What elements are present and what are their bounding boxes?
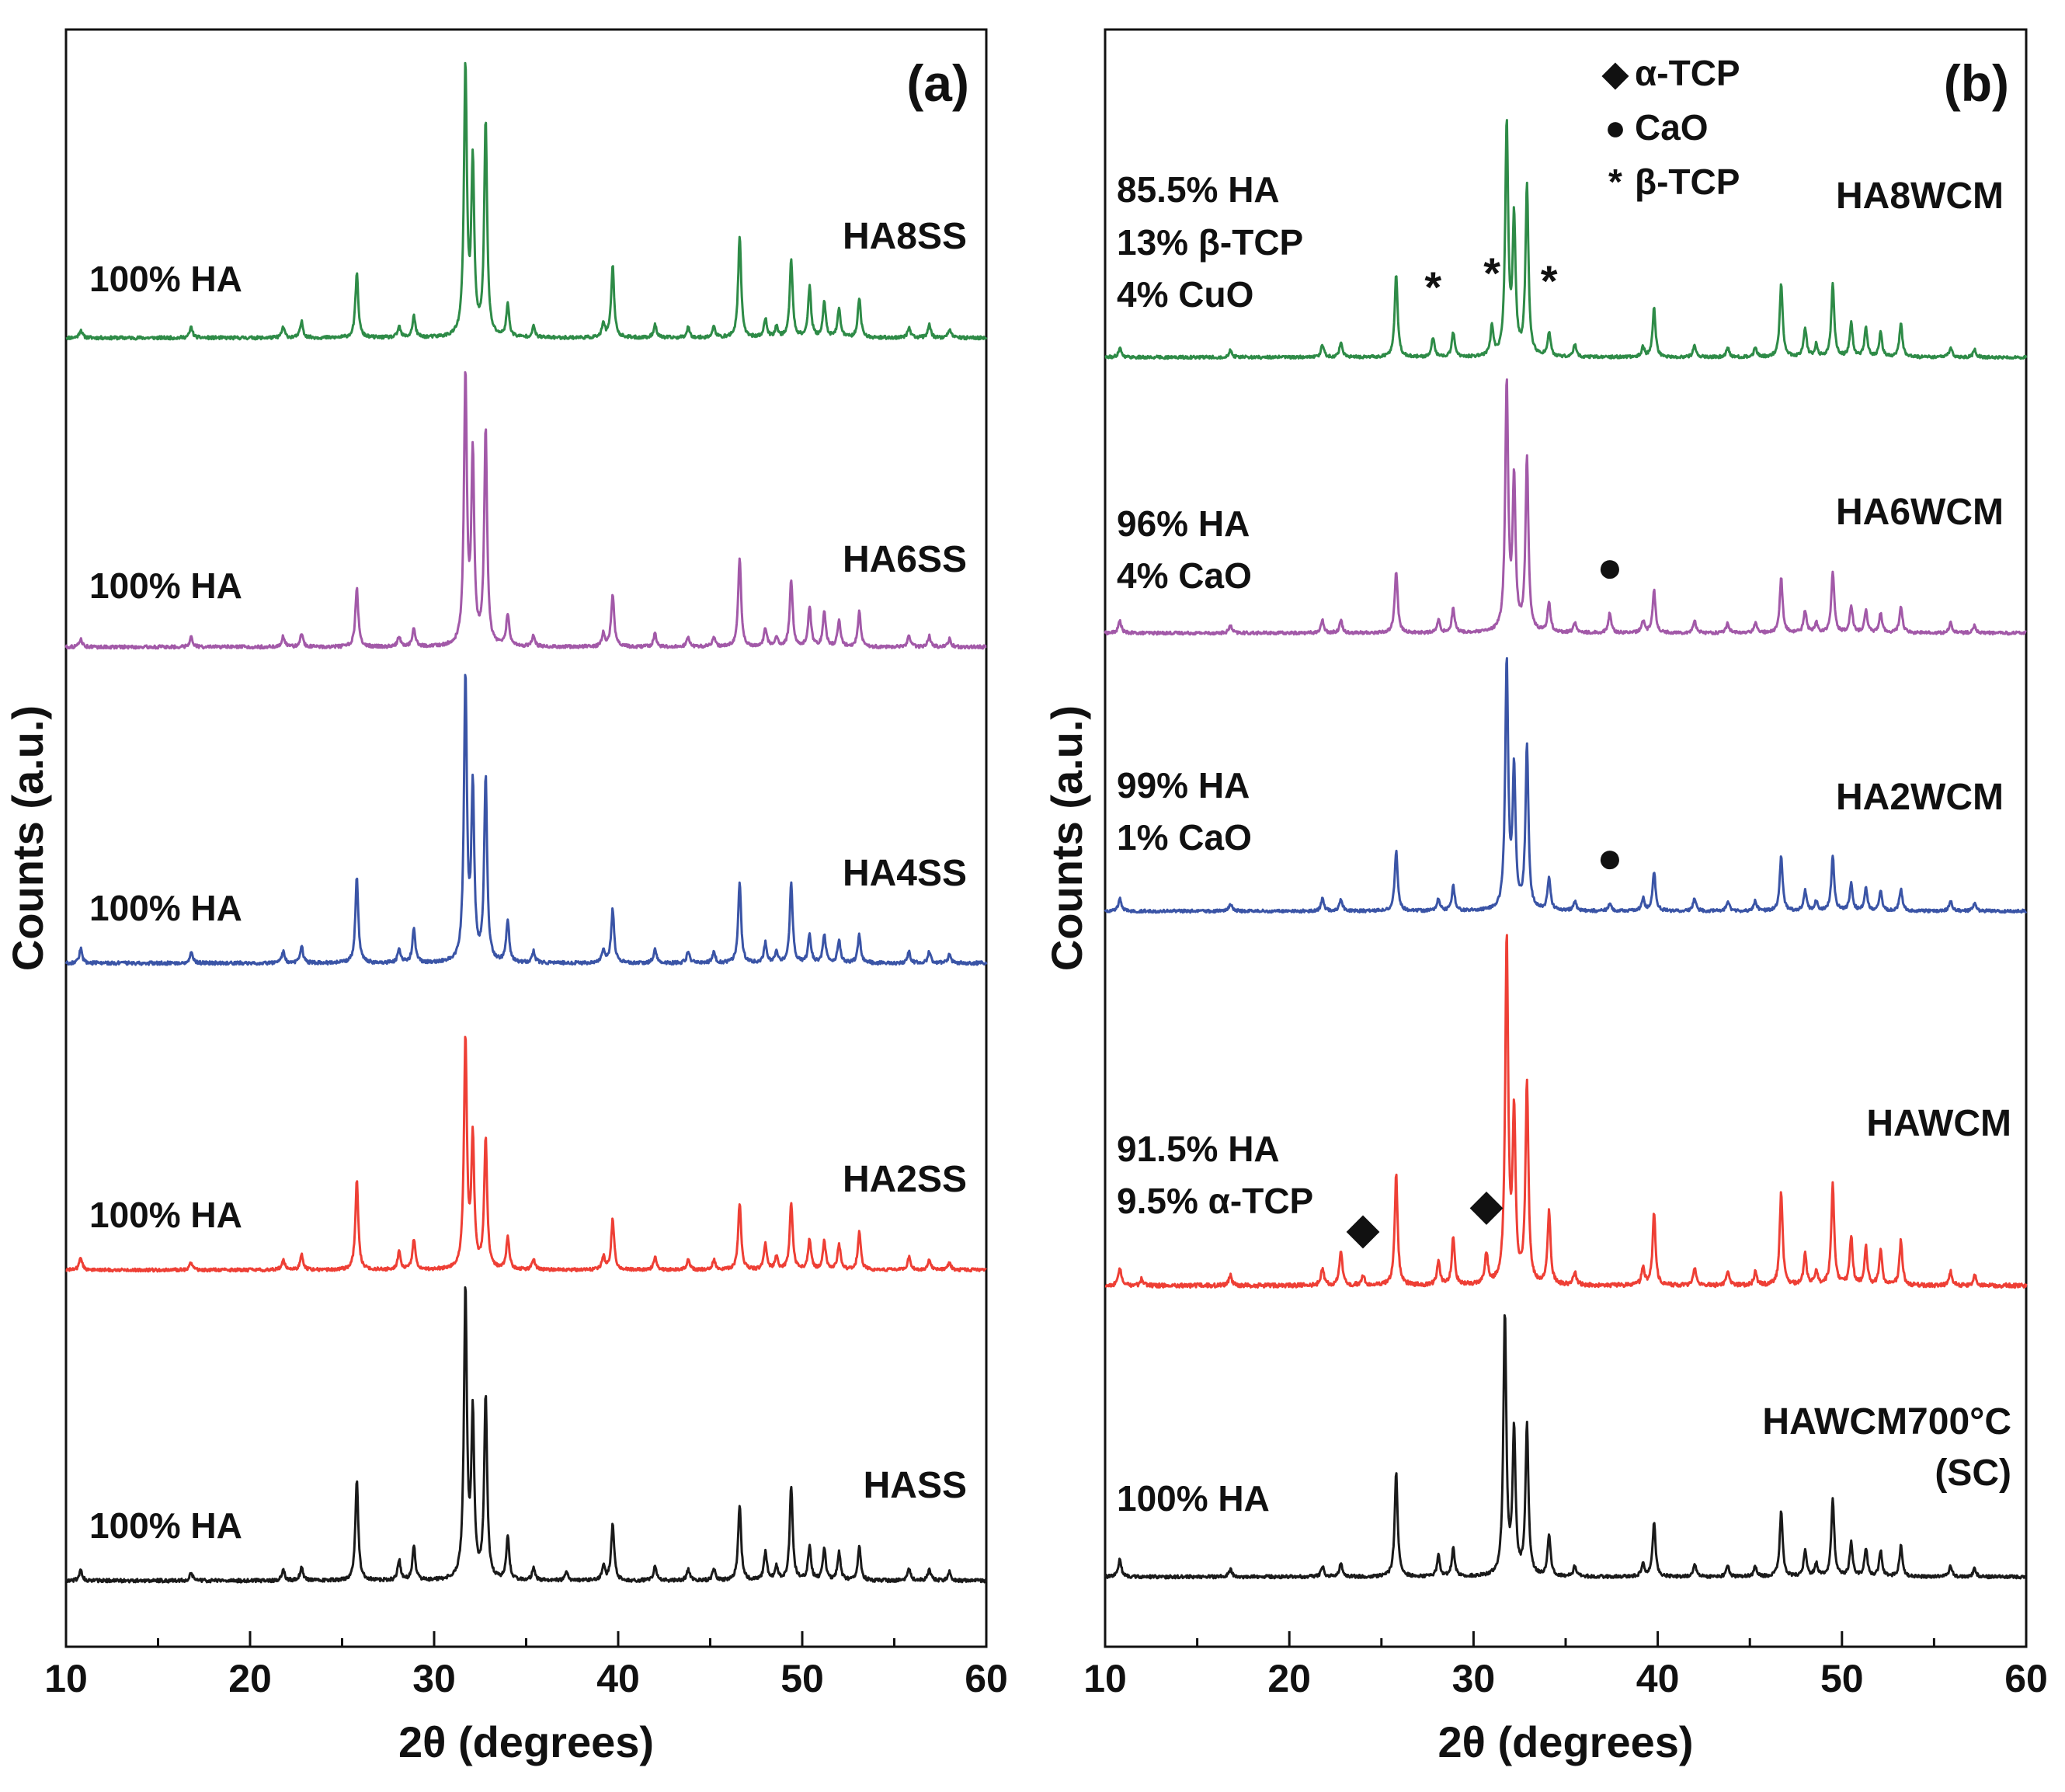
panel-b-series-name-hawcm: HAWCM: [1866, 1103, 2011, 1144]
panel-a-x-tick-label-20: 20: [228, 1657, 272, 1700]
panel-b-label: (b): [1944, 54, 2009, 112]
panel-b-x-axis-title: 2θ (degrees): [1438, 1717, 1693, 1766]
panel-a-series-name-ha4ss: HA4SS: [843, 853, 967, 894]
panel-b-y-axis-title: Counts (a.u.): [1042, 705, 1091, 971]
panel-b-series-name-hawcm700-c-sc: HAWCM700°C: [1762, 1401, 2011, 1442]
panel-a-series-name-ha6ss: HA6SS: [843, 539, 967, 580]
panel-b-legend-label-cao: CaO: [1635, 107, 1709, 148]
panel-b-series-name-ha2wcm: HA2WCM: [1836, 777, 2004, 818]
panel-a-series-name-ha2ss: HA2SS: [843, 1159, 967, 1200]
panel-b-legend-diamond-icon: ◆: [1601, 53, 1629, 93]
panel-a-x-axis-title: 2θ (degrees): [398, 1717, 654, 1766]
panel-b-legend-asterisk-icon: *: [1608, 162, 1622, 202]
panel-b-x-tick-label-10: 10: [1083, 1657, 1127, 1700]
panel-a-composition-hass: 100% HA: [89, 1505, 242, 1546]
panel-a-composition-ha8ss: 100% HA: [89, 259, 242, 299]
panel-b-phase-marker-ha8wcm-31: *: [1483, 249, 1500, 298]
panel-a-composition-ha4ss: 100% HA: [89, 888, 242, 928]
panel-a-composition-ha2ss: 100% HA: [89, 1195, 242, 1235]
panel-b-legend-circle-icon: ●: [1604, 107, 1626, 148]
panel-b-trace-hawcm: [1104, 934, 2028, 1289]
panel-b-x-tick-label-60: 60: [2004, 1657, 2048, 1700]
panel-b-x-tick-label-20: 20: [1267, 1657, 1311, 1700]
panel-b-x-tick-label-30: 30: [1452, 1657, 1496, 1700]
panel-b-phase-marker-ha6wcm-37-4: ●: [1597, 542, 1623, 591]
panel-b-phase-marker-ha2wcm-37-4: ●: [1597, 833, 1623, 882]
panel-b-series-name-ha8wcm: HA8WCM: [1836, 176, 2004, 217]
panel-b-x-tick-label-50: 50: [1820, 1657, 1864, 1700]
panel-b-trace-ha2wcm: [1104, 657, 2028, 914]
panel-a-x-tick-label-60: 60: [965, 1657, 1008, 1700]
panel-a-x-tick-label-40: 40: [596, 1657, 640, 1700]
panel-b-composition-ha8wcm-2: 4% CuO: [1117, 274, 1253, 315]
panel-b-series-name-ha6wcm: HA6WCM: [1836, 492, 2004, 533]
panel-b-composition-hawcm-1: 9.5% α-TCP: [1117, 1181, 1313, 1221]
panel-b-legend-label-tcp: β-TCP: [1635, 162, 1740, 202]
panel-b-trace-hawcm700-c-sc: [1104, 1314, 2027, 1580]
panel-a-trace-hass: [64, 1286, 988, 1584]
panel-b-trace-ha6wcm: [1104, 378, 2027, 636]
panel-a-x-tick-label-30: 30: [412, 1657, 456, 1700]
panel-b-composition-ha6wcm-0: 96% HA: [1117, 503, 1250, 544]
panel-b-composition-ha8wcm-1: 13% β-TCP: [1117, 222, 1303, 263]
panel-b-series-name-hawcm700-c-sc-line2: (SC): [1935, 1453, 2011, 1494]
panel-b-composition-ha2wcm-0: 99% HA: [1117, 765, 1250, 806]
panel-a-x-tick-label-10: 10: [44, 1657, 88, 1700]
panel-b-x-tick-label-40: 40: [1636, 1657, 1680, 1700]
panel-a-label: (a): [906, 54, 969, 112]
panel-a-series-name-ha8ss: HA8SS: [843, 216, 967, 257]
panel-a-trace-ha6ss: [64, 371, 987, 650]
panel-b-phase-marker-ha8wcm-27-8: *: [1424, 263, 1441, 311]
panel-a-series-name-hass: HASS: [864, 1465, 967, 1506]
panel-a-x-tick-label-50: 50: [780, 1657, 824, 1700]
panel-a-trace-ha8ss: [65, 61, 988, 341]
panel-b-phase-marker-hawcm-30-7: ◆: [1469, 1180, 1503, 1229]
panel-b-composition-ha8wcm-0: 85.5% HA: [1117, 169, 1280, 210]
panel-b-trace-ha8wcm: [1104, 119, 2028, 360]
panel-b-composition-hawcm700-c-sc-0: 100% HA: [1117, 1478, 1270, 1519]
panel-b-phase-marker-hawcm-24: ◆: [1347, 1204, 1380, 1253]
panel-b-composition-ha2wcm-1: 1% CaO: [1117, 817, 1252, 858]
panel-b-composition-ha6wcm-1: 4% CaO: [1117, 555, 1252, 596]
panel-a-y-axis-title: Counts (a.u.): [3, 705, 52, 971]
panel-a-trace-ha4ss: [64, 673, 988, 966]
panel-b-legend-label-tcp: α-TCP: [1635, 53, 1740, 93]
panel-a-trace-ha2ss: [65, 1035, 987, 1273]
panel-a-composition-ha6ss: 100% HA: [89, 565, 242, 606]
panel-b-phase-marker-ha8wcm-34-1: *: [1541, 256, 1558, 305]
panel-b-composition-hawcm-0: 91.5% HA: [1117, 1129, 1280, 1169]
